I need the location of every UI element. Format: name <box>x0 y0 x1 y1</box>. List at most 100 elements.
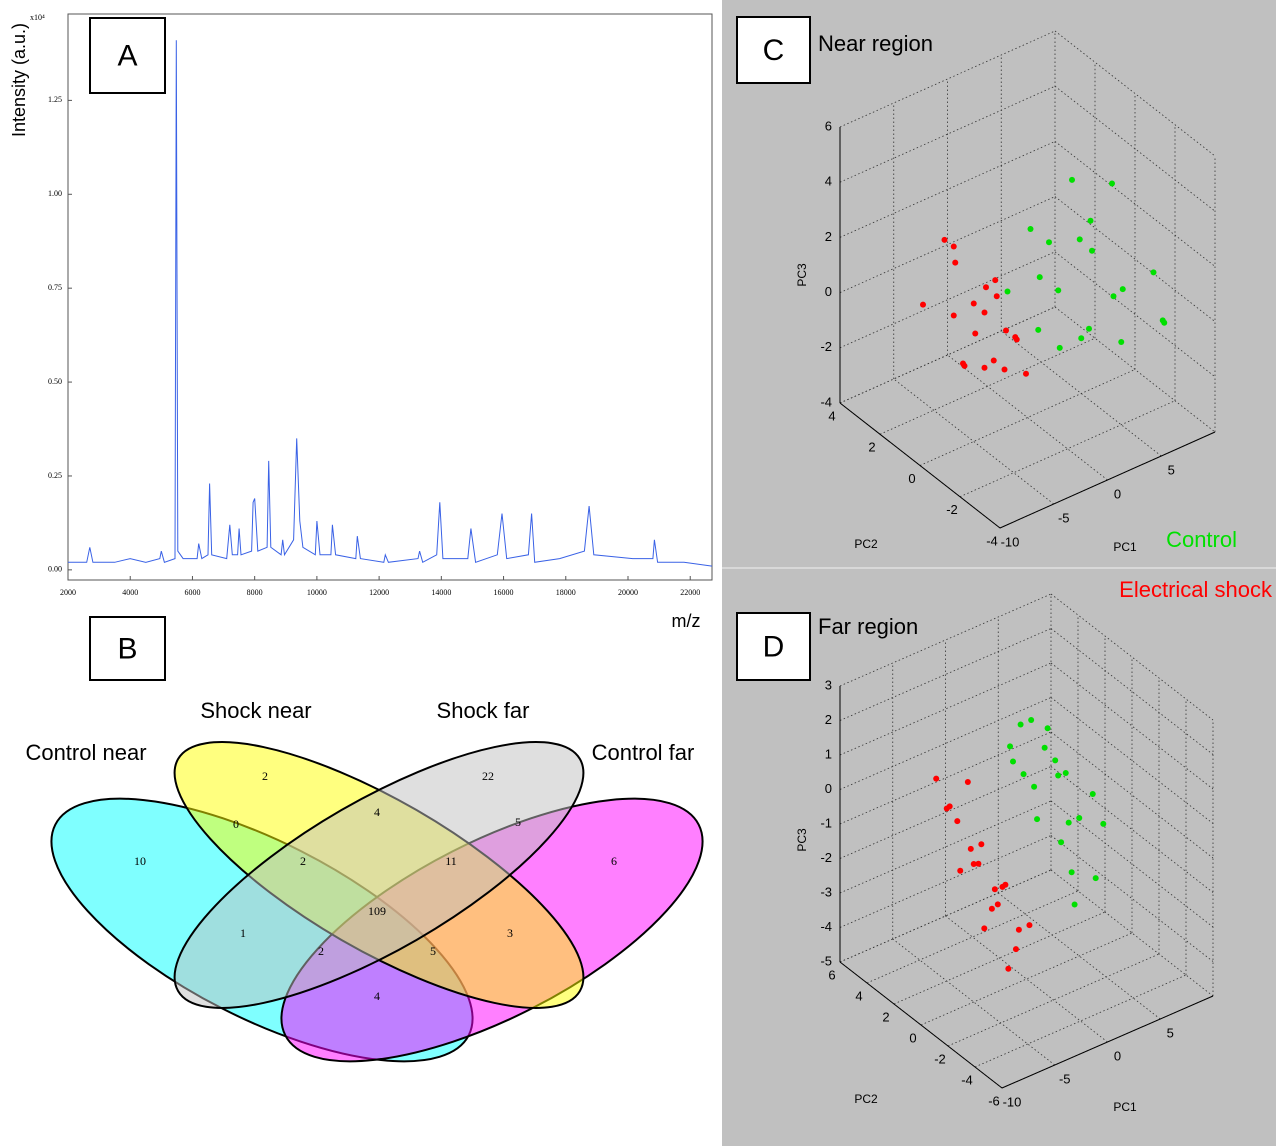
data-point <box>933 775 940 782</box>
x-tick-label: 8000 <box>247 588 263 597</box>
grid-line <box>947 354 1108 481</box>
data-point <box>981 925 988 932</box>
grid-line <box>893 378 1054 505</box>
grid-line <box>1054 30 1216 157</box>
data-point <box>978 841 985 848</box>
data-point <box>1100 820 1107 827</box>
data-point <box>1065 819 1072 826</box>
data-point <box>1041 744 1048 751</box>
data-point <box>1004 288 1011 295</box>
data-point <box>1031 783 1038 790</box>
data-point <box>1119 286 1126 293</box>
y-tick-label: -2 <box>946 502 958 517</box>
data-point <box>1071 901 1078 908</box>
data-point <box>981 364 988 371</box>
x-tick-label: -10 <box>1003 1094 1022 1109</box>
x-axis-label: PC1 <box>1113 1100 1137 1114</box>
x-axis-label: PC1 <box>1113 540 1137 554</box>
grid-line <box>1054 306 1216 433</box>
set-label: Shock far <box>437 698 530 723</box>
region-count: 4 <box>374 805 380 819</box>
region-count: 109 <box>368 904 386 918</box>
data-point <box>1020 771 1027 778</box>
grid-line <box>879 337 1096 435</box>
panel-label: C <box>763 34 785 67</box>
z-tick-label: -4 <box>820 394 832 409</box>
y-tick-label: 0.00 <box>48 565 62 574</box>
data-point <box>1058 839 1065 846</box>
data-point <box>1005 965 1012 972</box>
y-tick-label: 2 <box>868 440 875 455</box>
data-point <box>1087 217 1094 224</box>
x-axis-label: m/z <box>672 611 701 631</box>
data-point <box>950 243 957 250</box>
z-tick-label: 3 <box>825 677 832 692</box>
data-point <box>1078 335 1085 342</box>
z-tick-label: -3 <box>820 884 832 899</box>
data-point <box>1068 869 1075 876</box>
data-point <box>946 803 953 810</box>
data-point <box>952 259 959 266</box>
y-tick-label: 2 <box>882 1009 889 1024</box>
data-point <box>1028 716 1035 723</box>
x-tick-label: 5 <box>1168 462 1175 477</box>
data-point <box>1092 875 1099 882</box>
right-background <box>722 0 1276 1146</box>
data-point <box>1017 721 1024 728</box>
data-point <box>1086 325 1092 332</box>
data-point <box>1027 226 1034 233</box>
panel-label-box <box>89 17 166 94</box>
data-point <box>983 284 989 291</box>
grid-line <box>839 306 1056 404</box>
z-tick-label: 1 <box>825 746 832 761</box>
x-tick-label: 5 <box>1167 1025 1174 1040</box>
data-point <box>1026 922 1033 929</box>
axis-line <box>999 431 1216 529</box>
x-tick-label: 6000 <box>184 588 200 597</box>
y-tick-label: 1.25 <box>48 95 62 104</box>
data-point <box>1010 758 1016 765</box>
data-point <box>1056 344 1063 351</box>
z-tick-label: -2 <box>820 850 832 865</box>
data-point <box>990 357 997 364</box>
data-point <box>941 236 948 243</box>
data-point <box>1036 274 1043 281</box>
grid-line <box>1054 251 1216 378</box>
data-point <box>1089 791 1096 797</box>
data-point <box>950 312 957 319</box>
region-count: 3 <box>507 926 513 940</box>
legend-entry: Control <box>1166 527 1237 552</box>
x-tick-label: -10 <box>1001 534 1020 549</box>
y-tick-label: 4 <box>828 408 835 423</box>
data-point <box>1007 743 1014 750</box>
data-point <box>975 860 982 867</box>
y-tick-label: 6 <box>828 967 835 982</box>
data-point <box>1055 772 1062 779</box>
grid-line <box>839 196 1056 293</box>
region-count: 5 <box>515 815 521 829</box>
legend-entry: Electrical shock <box>1119 577 1273 602</box>
z-tick-label: 4 <box>825 174 832 189</box>
data-point <box>1001 366 1008 373</box>
y-tick-label: -4 <box>961 1072 973 1087</box>
z-axis-label: PC3 <box>795 828 809 852</box>
data-point <box>991 886 998 893</box>
data-point <box>988 905 995 912</box>
y-tick-label: 4 <box>855 988 862 1003</box>
region-count: 10 <box>134 854 146 868</box>
y-tick-label: 0.50 <box>48 377 62 386</box>
z-tick-label: 0 <box>825 781 832 796</box>
region-count: 1 <box>240 926 246 940</box>
data-point <box>1044 725 1051 732</box>
data-point <box>1046 239 1052 246</box>
data-point <box>1150 269 1157 276</box>
data-point <box>1110 293 1117 300</box>
y-axis-label: Intensity (a.u.) <box>9 23 29 137</box>
data-point <box>1118 338 1125 345</box>
grid-line <box>839 85 1056 183</box>
y-tick-label: -6 <box>988 1093 1000 1108</box>
data-point <box>964 779 971 786</box>
data-point <box>967 845 974 852</box>
data-point <box>994 901 1001 908</box>
x-tick-label: 0 <box>1114 486 1121 501</box>
